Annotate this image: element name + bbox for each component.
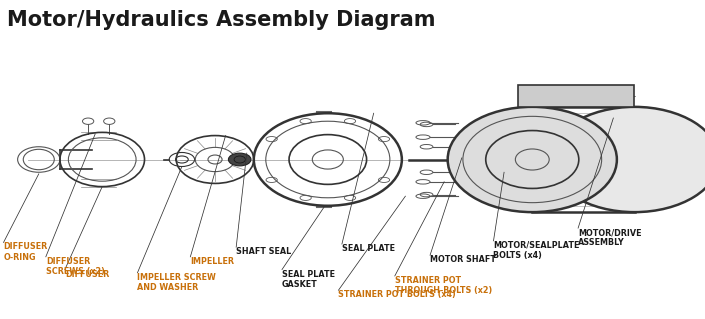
Ellipse shape [448,107,617,212]
Text: MOTOR SHAFT: MOTOR SHAFT [430,255,496,264]
Text: SHAFT SEAL: SHAFT SEAL [236,247,291,256]
Text: IMPELLER: IMPELLER [190,257,234,266]
Text: DIFFUSER
O-RING: DIFFUSER O-RING [4,242,48,262]
Ellipse shape [228,153,251,166]
FancyBboxPatch shape [518,85,634,107]
Ellipse shape [550,107,705,212]
Text: MOTOR/DRIVE
ASSEMBLY: MOTOR/DRIVE ASSEMBLY [578,228,642,248]
Text: SEAL PLATE: SEAL PLATE [342,244,395,253]
Text: STRAINER POT
THROUGH-BOLTS (x2): STRAINER POT THROUGH-BOLTS (x2) [395,276,492,295]
Text: MOTOR/SEALPLATE
BOLTS (x4): MOTOR/SEALPLATE BOLTS (x4) [493,241,580,260]
Text: DIFFUSER: DIFFUSER [65,270,109,278]
Text: Motor/Hydraulics Assembly Diagram: Motor/Hydraulics Assembly Diagram [7,10,436,30]
Text: DIFFUSER
SCREWS (x2): DIFFUSER SCREWS (x2) [46,257,105,276]
Text: STRAINER POT BOLTS (x4): STRAINER POT BOLTS (x4) [338,290,456,299]
Text: SEAL PLATE
GASKET: SEAL PLATE GASKET [282,270,335,289]
Text: IMPELLER SCREW
AND WASHER: IMPELLER SCREW AND WASHER [137,273,216,292]
